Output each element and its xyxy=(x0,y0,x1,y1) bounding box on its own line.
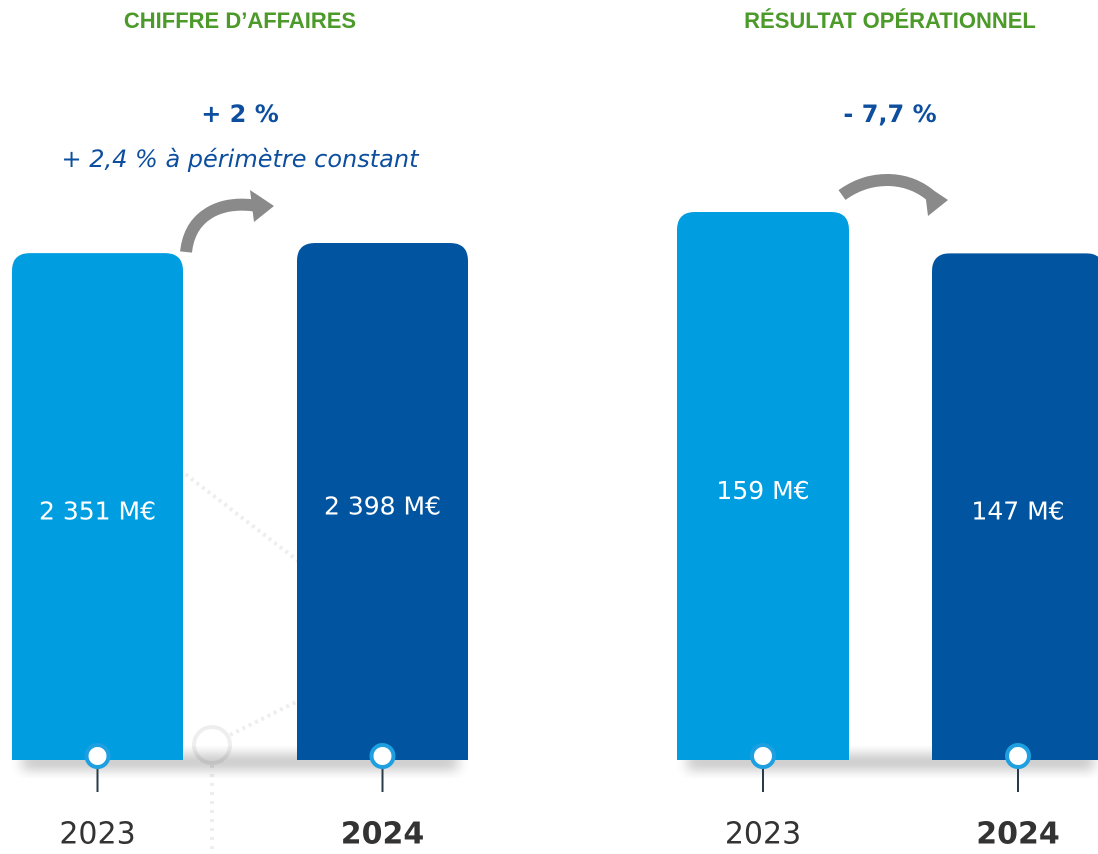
change-annotation: + 2,4 % à périmètre constant xyxy=(62,145,421,173)
change-annotation: + 2 % xyxy=(201,100,279,128)
pin xyxy=(750,743,776,769)
change-arrow-head xyxy=(250,190,274,222)
bar xyxy=(932,253,1098,760)
change-arrow-head xyxy=(924,184,948,216)
pin xyxy=(1005,743,1031,769)
chart-title: RÉSULTAT OPÉRATIONNEL xyxy=(744,8,1036,33)
change-arrow xyxy=(180,198,259,253)
chart-title: CHIFFRE D’AFFAIRES xyxy=(124,8,356,33)
value-label: 159 M€ xyxy=(716,476,809,505)
change-annotation: - 7,7 % xyxy=(843,100,936,128)
change-arrow xyxy=(838,174,934,201)
pin xyxy=(84,743,111,769)
x-tick-label: 2023 xyxy=(59,817,135,852)
value-label: 2 398 M€ xyxy=(324,492,441,521)
x-tick-label: 2024 xyxy=(341,817,425,852)
bar xyxy=(297,243,468,760)
value-label: 2 351 M€ xyxy=(39,497,156,526)
x-tick-label: 2024 xyxy=(976,817,1060,852)
pin xyxy=(369,743,396,769)
value-label: 147 M€ xyxy=(971,497,1064,526)
bar xyxy=(12,253,183,760)
x-tick-label: 2023 xyxy=(725,817,801,852)
bar xyxy=(677,212,849,760)
